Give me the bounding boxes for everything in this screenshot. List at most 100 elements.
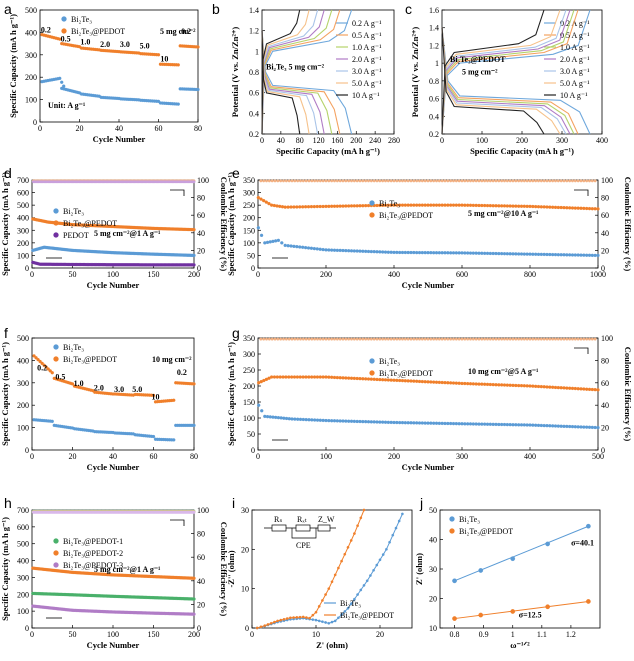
data-point <box>366 203 371 208</box>
ce-point <box>576 337 580 341</box>
ce-point <box>454 337 458 341</box>
ce-point <box>335 337 339 341</box>
panel-label: h <box>4 495 12 511</box>
ce-point <box>469 337 472 341</box>
data-point <box>559 386 563 390</box>
panel-h: 0 50 100 150 2000100200300400500600700020406… <box>0 495 229 650</box>
data-point <box>514 204 518 208</box>
ce-point <box>364 179 368 183</box>
ce-point <box>296 179 300 183</box>
y-tick-label: 100 <box>243 239 255 248</box>
data-point <box>478 612 484 618</box>
ce-point <box>505 337 509 341</box>
legend-label: 2.0 A g⁻¹ <box>352 55 382 64</box>
ce-point <box>511 337 515 341</box>
y2-tick-label: 40 <box>601 229 609 238</box>
legend-label: Bi₂Te₃ <box>340 599 361 608</box>
y-tick-label: 250 <box>243 201 255 210</box>
data-point <box>192 382 196 386</box>
data-point <box>576 425 580 429</box>
x-tick-label: 150 <box>148 270 160 279</box>
data-point <box>287 375 291 379</box>
data-point <box>519 423 524 427</box>
ce-point <box>287 337 291 341</box>
data-point <box>471 382 475 386</box>
data-point <box>389 420 393 425</box>
data-point <box>551 424 555 428</box>
y-axis-label: Specific Capacity (mA h g⁻¹) <box>8 14 18 118</box>
ce-point <box>301 179 305 183</box>
ce-point <box>420 337 424 341</box>
x-tick-label: 200 <box>350 136 362 145</box>
ce-point <box>483 337 487 341</box>
ce-point <box>378 179 382 183</box>
x-tick-label: 1.1 <box>537 630 547 639</box>
y-tick-label: 0.4 <box>249 109 259 118</box>
y-tick-label: 0.8 <box>249 68 259 77</box>
discharge-curve <box>441 27 575 135</box>
data-point <box>483 382 487 386</box>
x-tick-label: 200 <box>188 270 200 279</box>
data-point <box>460 203 464 207</box>
data-point <box>485 382 490 387</box>
data-point <box>451 203 456 207</box>
data-point <box>172 438 176 442</box>
data-point <box>324 204 328 209</box>
data-point <box>568 253 572 257</box>
ce-point <box>483 179 487 183</box>
y-tick-label: 200 <box>25 73 37 82</box>
data-point <box>296 417 300 421</box>
legend-label: 10 A g⁻¹ <box>352 91 380 100</box>
ce-point <box>267 337 271 341</box>
data-point <box>471 251 475 255</box>
rate-label: 3.0 <box>120 40 130 49</box>
data-point <box>280 241 284 245</box>
y-tick-label: 0.4 <box>429 112 439 121</box>
y-tick-label: 0 <box>25 264 29 273</box>
ce-point <box>301 337 305 341</box>
ce-point <box>446 179 450 183</box>
ce-point <box>262 337 266 341</box>
data-point <box>590 387 594 392</box>
y-tick-label: 0.6 <box>429 95 439 104</box>
data-point <box>330 375 334 379</box>
data-point <box>434 380 439 384</box>
data-point <box>278 375 282 379</box>
data-point <box>369 377 373 381</box>
ce-point <box>293 179 297 183</box>
data-point <box>573 425 577 429</box>
legend-label: Bi₂Te₃@PEDOT <box>63 355 117 364</box>
ce-point <box>537 179 540 183</box>
y-tick-label: 0.8 <box>429 77 439 86</box>
ce-point <box>437 337 441 341</box>
ce-point <box>528 337 532 341</box>
legend-label: 5.0 A g⁻¹ <box>560 79 590 88</box>
data-point <box>474 251 478 255</box>
data-point <box>176 102 180 106</box>
data-point <box>579 206 583 210</box>
data-point <box>383 420 388 424</box>
ce-point <box>392 179 396 183</box>
x-tick-label: 600 <box>456 270 468 279</box>
y-tick-label: 0.6 <box>249 89 259 98</box>
data-point <box>477 203 481 208</box>
data-point <box>596 425 600 430</box>
data-point <box>42 363 46 367</box>
data-point <box>312 375 317 379</box>
y2-tick-label: 80 <box>197 194 205 203</box>
data-point <box>309 205 314 209</box>
ce-point <box>372 337 376 341</box>
data-point <box>559 253 563 257</box>
ce-point <box>542 337 546 341</box>
data-point <box>192 597 196 601</box>
x-tick-label: 100 <box>107 270 119 279</box>
legend-label: 0.5 A g⁻¹ <box>352 31 382 40</box>
ce-point <box>375 179 379 183</box>
legend-label: Bi₂Te₃@PEDOT <box>459 527 513 536</box>
ce-point <box>372 179 376 183</box>
data-point <box>593 253 597 258</box>
y2-tick-label: 20 <box>601 246 609 255</box>
data-point <box>381 250 385 254</box>
legend-marker <box>53 220 59 226</box>
circuit-rct <box>295 524 311 532</box>
